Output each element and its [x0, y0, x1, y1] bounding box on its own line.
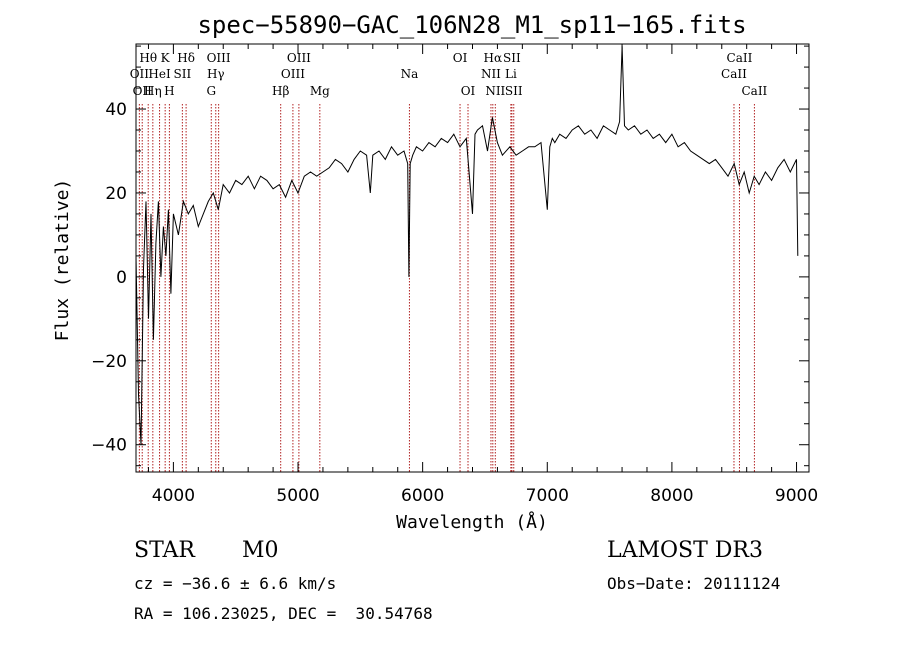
line-label-2: Hθ [139, 51, 157, 65]
line-label-25: CaII [721, 67, 747, 81]
x-tick-label-3: 7000 [526, 486, 569, 506]
line-label-18: OI [461, 84, 476, 98]
y-tick-label-2: 0 [116, 268, 127, 288]
line-label-3: Hη [144, 84, 162, 98]
line-label-26: CaII [727, 51, 753, 65]
line-label-19: NII [481, 67, 501, 81]
line-label-21: NII [485, 84, 505, 98]
line-label-12: Hβ [272, 84, 289, 98]
x-axis-ticks: 4000 5000 6000 7000 8000 9000 [147, 44, 818, 506]
line-label-14: OIII [287, 51, 311, 65]
line-label-4: HeI [148, 67, 171, 81]
survey-name: LAMOST DR3 [607, 538, 763, 563]
line-label-5: K [161, 51, 171, 65]
line-label-16: Na [401, 67, 419, 81]
line-label-27: CaII [741, 84, 767, 98]
x-tick-label-2: 6000 [401, 486, 444, 506]
x-axis-label: Wavelength (Å) [396, 511, 548, 533]
subclass: M0 [242, 538, 279, 563]
spectrum-line [135, 46, 799, 445]
line-label-6: H [164, 84, 174, 98]
line-label-1: OII [133, 84, 153, 98]
plot-frame [135, 43, 810, 473]
line-label-8: Hδ [177, 51, 195, 65]
line-label-0: OII [130, 67, 150, 81]
x-tick-label-5: 9000 [775, 486, 818, 506]
line-label-7: SII [174, 67, 192, 81]
line-label-22: Li [505, 67, 517, 81]
y-axis-ticks: −40 −20 0 20 40 [91, 45, 809, 467]
line-label-11: OIII [207, 51, 231, 65]
line-label-15: Mg [310, 84, 330, 98]
coordinates: RA = 106.23025, DEC = 30.54768 [134, 604, 433, 623]
y-tick-label-1: −20 [91, 352, 127, 372]
line-label-23: SII [503, 51, 521, 65]
object-class: STAR [134, 538, 195, 563]
y-tick-label-4: 40 [105, 100, 127, 120]
line-label-13: OIII [281, 67, 305, 81]
line-label-24: SII [505, 84, 523, 98]
line-label-17: OI [453, 51, 468, 65]
x-tick-label-0: 4000 [152, 486, 195, 506]
x-tick-label-4: 8000 [650, 486, 693, 506]
y-tick-label-0: −40 [91, 436, 127, 456]
obs-date: Obs−Date: 20111124 [607, 574, 781, 593]
spectral-line-markers [138, 104, 755, 472]
line-label-10: Hγ [207, 67, 225, 81]
redshift-cz: cz = −36.6 ± 6.6 km/s [134, 574, 337, 593]
line-label-20: Hα [484, 51, 503, 65]
chart-title: spec−55890−GAC_106N28_M1_sp11−165.fits [197, 11, 746, 39]
line-label-9: G [206, 84, 216, 98]
y-axis-label: Flux (relative) [52, 179, 73, 342]
x-tick-label-1: 5000 [276, 486, 319, 506]
y-tick-label-3: 20 [105, 184, 127, 204]
spectral-line-labels: OIIOIIHθHηHeIKHSIIHδGHγOIIIHβOIIIOIIIMgN… [130, 51, 768, 98]
